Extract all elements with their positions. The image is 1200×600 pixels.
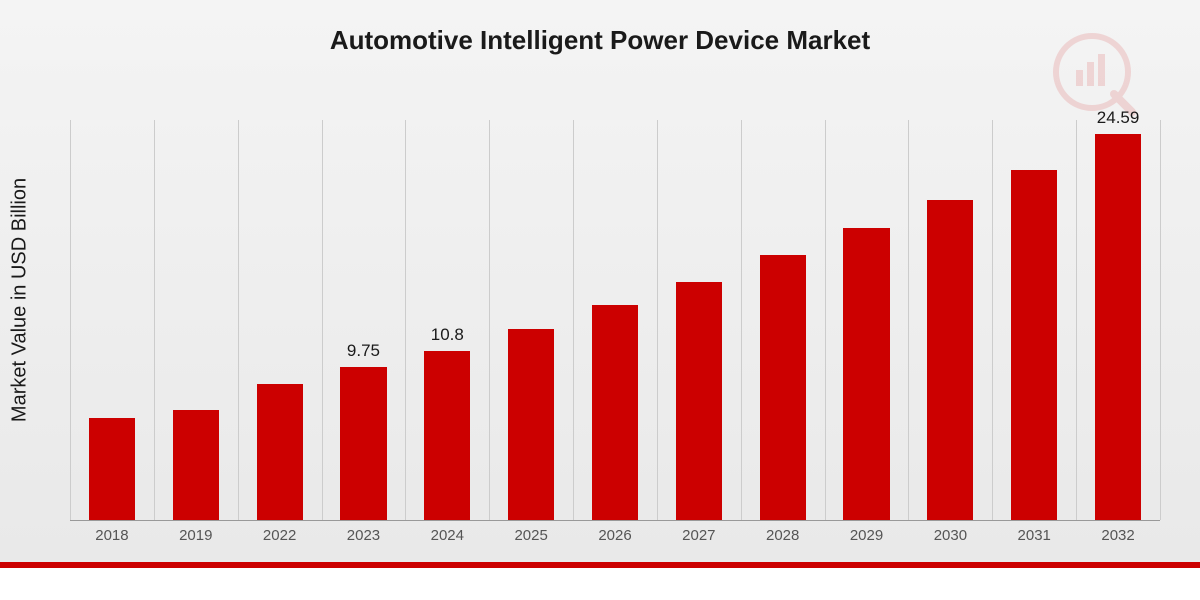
bar xyxy=(843,228,889,520)
y-axis-label: Market Value in USD Billion xyxy=(9,178,32,422)
bar xyxy=(340,367,386,520)
bar xyxy=(927,200,973,520)
bar xyxy=(760,255,806,520)
chart-title: Automotive Intelligent Power Device Mark… xyxy=(0,25,1200,56)
gridline xyxy=(573,120,574,520)
x-tick-label: 2023 xyxy=(347,527,380,544)
gridline xyxy=(908,120,909,520)
footer-bar xyxy=(0,562,1200,600)
x-tick-label: 2019 xyxy=(179,527,212,544)
gridline xyxy=(1076,120,1077,520)
bar xyxy=(676,282,722,520)
gridline xyxy=(825,120,826,520)
x-tick-label: 2029 xyxy=(850,527,883,544)
gridline xyxy=(70,120,71,520)
x-tick-label: 2032 xyxy=(1101,527,1134,544)
x-tick-label: 2024 xyxy=(431,527,464,544)
bar xyxy=(173,410,219,520)
bar xyxy=(424,351,470,520)
x-tick-label: 2028 xyxy=(766,527,799,544)
x-tick-label: 2018 xyxy=(95,527,128,544)
x-tick-label: 2026 xyxy=(598,527,631,544)
bar xyxy=(89,418,135,520)
x-axis: 2018 2019 2022 2023 2024 2025 2026 2027 2028 2029… xyxy=(70,520,1160,550)
x-tick-label: 2030 xyxy=(934,527,967,544)
x-tick-label: 2031 xyxy=(1018,527,1051,544)
gridline xyxy=(657,120,658,520)
gridline xyxy=(405,120,406,520)
bar xyxy=(257,384,303,520)
gridline xyxy=(1160,120,1161,520)
gridline xyxy=(741,120,742,520)
gridline xyxy=(322,120,323,520)
plot-area: 9.7510.824.59 xyxy=(70,120,1160,520)
bar xyxy=(508,329,554,520)
bar-value-label: 24.59 xyxy=(1097,108,1140,128)
bar-value-label: 9.75 xyxy=(347,341,380,361)
x-tick-label: 2022 xyxy=(263,527,296,544)
gridline xyxy=(489,120,490,520)
gridline xyxy=(992,120,993,520)
bar xyxy=(1011,170,1057,520)
x-tick-label: 2025 xyxy=(514,527,547,544)
x-tick-label: 2027 xyxy=(682,527,715,544)
bar-value-label: 10.8 xyxy=(431,325,464,345)
gridline xyxy=(154,120,155,520)
gridline xyxy=(238,120,239,520)
bar xyxy=(592,305,638,520)
bar xyxy=(1095,134,1141,520)
